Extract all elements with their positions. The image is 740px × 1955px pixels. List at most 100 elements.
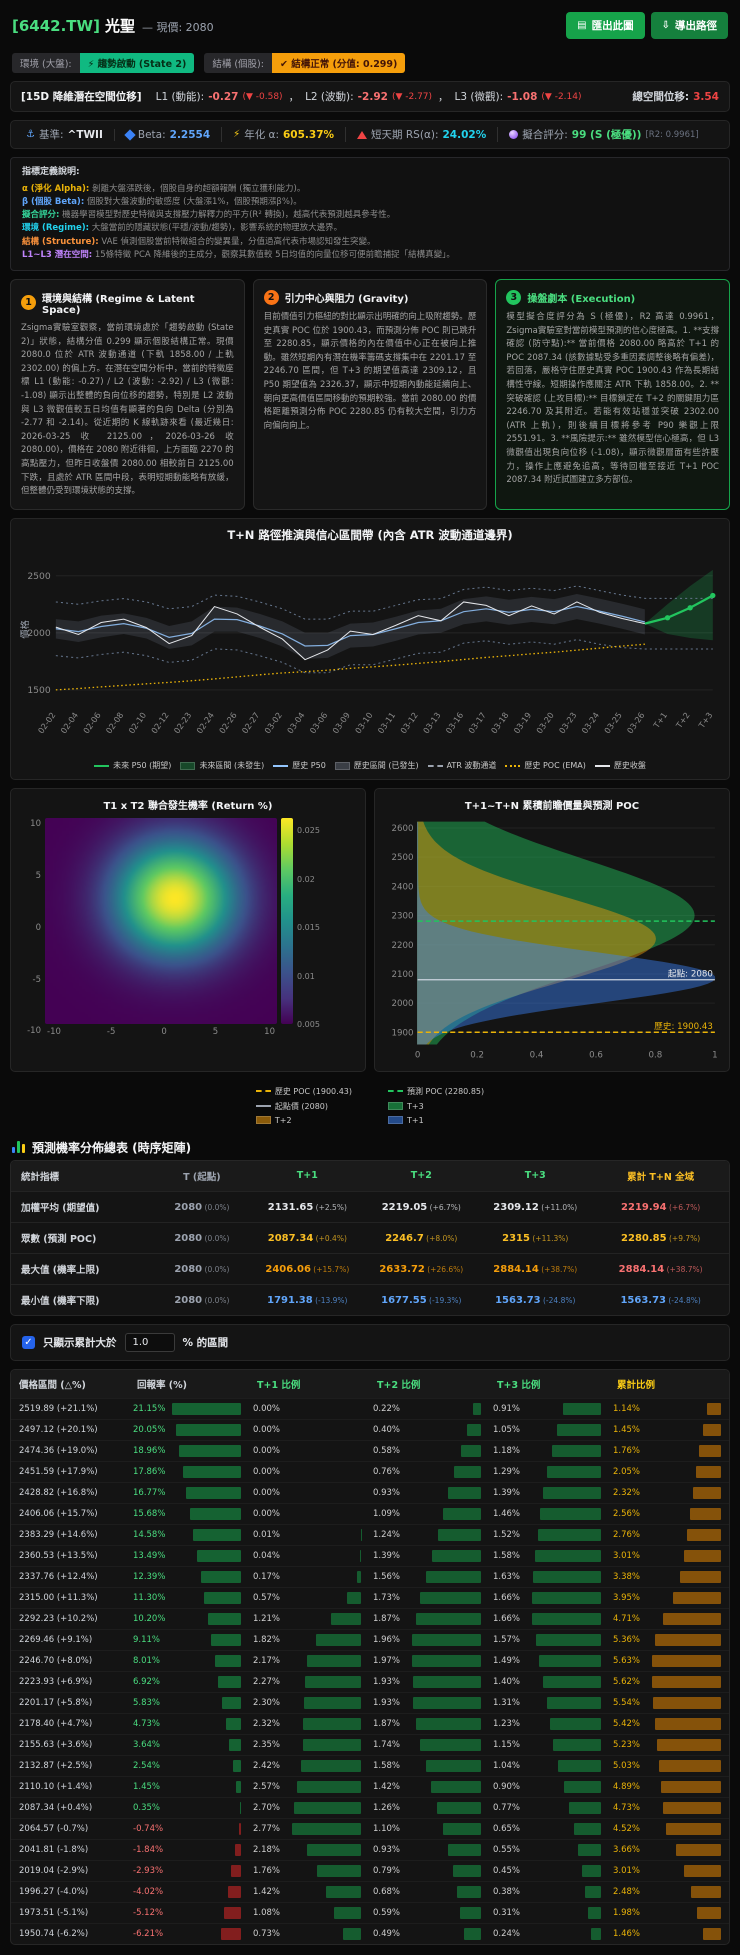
cell-percent: (0.0%) — [202, 1203, 229, 1212]
return-cell: 1.45% — [129, 1777, 249, 1797]
cell-value: 2.76% — [613, 1530, 648, 1540]
cell-value: 0.00% — [253, 1509, 288, 1519]
t3-ratio-cell: 1.40% — [489, 1672, 609, 1692]
bar-track — [292, 1802, 361, 1814]
column-header: T+3 比例 — [489, 1370, 609, 1398]
definition-item: 結構 (Structure): VAE 偵測個股當前特徵組合的變異量，分值過高代… — [22, 236, 718, 249]
cell-value: 3.01% — [613, 1866, 648, 1876]
legend-label: 歷史區間 (已發生) — [354, 760, 419, 771]
bar-track — [292, 1487, 361, 1499]
table-row: 2201.17 (+5.8%)5.83%2.30%1.93%1.31%5.54% — [11, 1693, 729, 1714]
cell-value: 2.57% — [253, 1782, 288, 1792]
threshold-input[interactable] — [125, 1333, 175, 1352]
t3-ratio-cell: 1.66% — [489, 1609, 609, 1629]
t1-ratio-cell: 2.42% — [249, 1756, 369, 1776]
structure-badge-value: ✔ 結構正常 (分值: 0.299) — [272, 53, 405, 73]
cell-percent: (+8.0%) — [424, 1234, 458, 1243]
cumulative-cell: 3.01% — [609, 1861, 729, 1881]
svg-text:03-04: 03-04 — [285, 710, 307, 735]
column-header: T+2 比例 — [369, 1370, 489, 1398]
t2-ratio-cell: 1.87% — [369, 1714, 489, 1734]
definition-text: 機器學習模型對歷史特徵與支撐壓力解釋力的平方(R² 轉換)，越高代表預測越具參考… — [59, 210, 395, 220]
value-cell: 2219.05 (+6.7%) — [364, 1192, 478, 1221]
t3-ratio-cell: 1.66% — [489, 1588, 609, 1608]
svg-text:02-02: 02-02 — [36, 710, 58, 735]
bar — [413, 1676, 481, 1688]
bar — [201, 1571, 241, 1583]
table-row: 2223.93 (+6.9%)6.92%2.27%1.93%1.40%5.62% — [11, 1672, 729, 1693]
cumulative-filter-checkbox[interactable]: ✓ — [22, 1336, 35, 1349]
table-row: 2315.00 (+11.3%)11.30%0.57%1.73%1.66%3.9… — [11, 1588, 729, 1609]
legend-swatch — [256, 1116, 271, 1124]
value-cell: 2080 (0.0%) — [153, 1254, 250, 1283]
cell-percent: (0.0%) — [202, 1265, 229, 1274]
cell-value: -4.02% — [133, 1887, 168, 1897]
legend-swatch — [335, 762, 350, 770]
bar — [676, 1844, 721, 1856]
colorbar-tick: 0.015 — [297, 923, 325, 932]
cell-value: 2.32% — [253, 1719, 288, 1729]
current-price: — 現價: 2080 — [142, 21, 214, 34]
bar-track — [652, 1655, 721, 1667]
cell-value: 0.35% — [133, 1803, 168, 1813]
bar-track — [652, 1739, 721, 1751]
price-range-cell: 2315.00 (+11.3%) — [11, 1588, 129, 1608]
t2-ratio-cell: 0.49% — [369, 1924, 489, 1944]
cell-value: 1.82% — [253, 1635, 288, 1645]
card-number-badge: 3 — [506, 290, 521, 305]
table-row: 2064.57 (-0.7%)-0.74%2.77%1.10%0.65%4.52… — [11, 1819, 729, 1840]
svg-text:2500: 2500 — [27, 570, 51, 581]
cumulative-cell: 1.45% — [609, 1420, 729, 1440]
legend-item: T+2 — [256, 1116, 352, 1125]
value-cell: 2246.7 (+8.0%) — [364, 1223, 478, 1252]
bar — [416, 1718, 481, 1730]
bar — [426, 1571, 481, 1583]
t1-ratio-cell: 2.30% — [249, 1693, 369, 1713]
legend-label: T+3 — [407, 1102, 424, 1111]
svg-text:2600: 2600 — [392, 824, 414, 834]
latent-separator: ， — [438, 89, 449, 104]
cell-value: -2.93% — [133, 1866, 168, 1876]
value-cell: 2315 (+11.3%) — [478, 1223, 592, 1252]
t2-ratio-cell: 0.22% — [369, 1399, 489, 1419]
structure-badge-label: 結構 (個股): — [204, 53, 272, 73]
bar — [655, 1718, 721, 1730]
bar — [413, 1697, 481, 1709]
table-row: 2474.36 (+19.0%)18.96%0.00%0.58%1.18%1.7… — [11, 1441, 729, 1462]
cell-percent: (+26.6%) — [425, 1265, 463, 1274]
cumulative-cell: 2.56% — [609, 1504, 729, 1524]
t2-ratio-cell: 0.93% — [369, 1483, 489, 1503]
latent-delta: (▼ -0.58) — [242, 92, 282, 102]
table-row: 2360.53 (+13.5%)13.49%0.04%1.39%1.58%3.0… — [11, 1546, 729, 1567]
bar — [222, 1697, 241, 1709]
bar — [582, 1865, 601, 1877]
legend-swatch — [388, 1090, 403, 1092]
fit-score-icon — [509, 130, 518, 139]
export-image-button[interactable]: ▤匯出此圖 — [566, 12, 644, 39]
cell-value: 1.21% — [253, 1614, 288, 1624]
table-row: 加權平均 (期望值)2080 (0.0%)2131.65 (+2.5%)2219… — [11, 1192, 729, 1223]
stat-label: 擬合評分: — [522, 127, 568, 142]
latent-value: -2.92 — [358, 91, 388, 103]
table-row: 2383.29 (+14.6%)14.58%0.01%1.24%1.52%2.7… — [11, 1525, 729, 1546]
chart-image-icon: ▤ — [577, 20, 586, 31]
return-cell: 14.58% — [129, 1525, 249, 1545]
cell-value: 2280.85 — [621, 1233, 667, 1244]
export-path-button[interactable]: ⇩導出路徑 — [651, 12, 728, 39]
bar-track — [652, 1865, 721, 1877]
bar — [538, 1529, 601, 1541]
bar-track — [412, 1718, 481, 1730]
stat-suffix: [R2: 0.9961] — [645, 130, 698, 140]
ticker: [6442.TW] — [12, 17, 100, 35]
bar — [684, 1550, 721, 1562]
path-chart-title: T+N 路徑推演與信心區間帶 (內含 ATR 波動通道邊界) — [19, 527, 721, 543]
cell-value: 1.66% — [493, 1614, 528, 1624]
bar-track — [292, 1634, 361, 1646]
bar-track — [412, 1466, 481, 1478]
bar-track — [532, 1529, 601, 1541]
legend-item: 歷史 P50 — [273, 760, 326, 771]
stat-label: 年化 α: — [244, 127, 279, 142]
t3-ratio-cell: 0.90% — [489, 1777, 609, 1797]
